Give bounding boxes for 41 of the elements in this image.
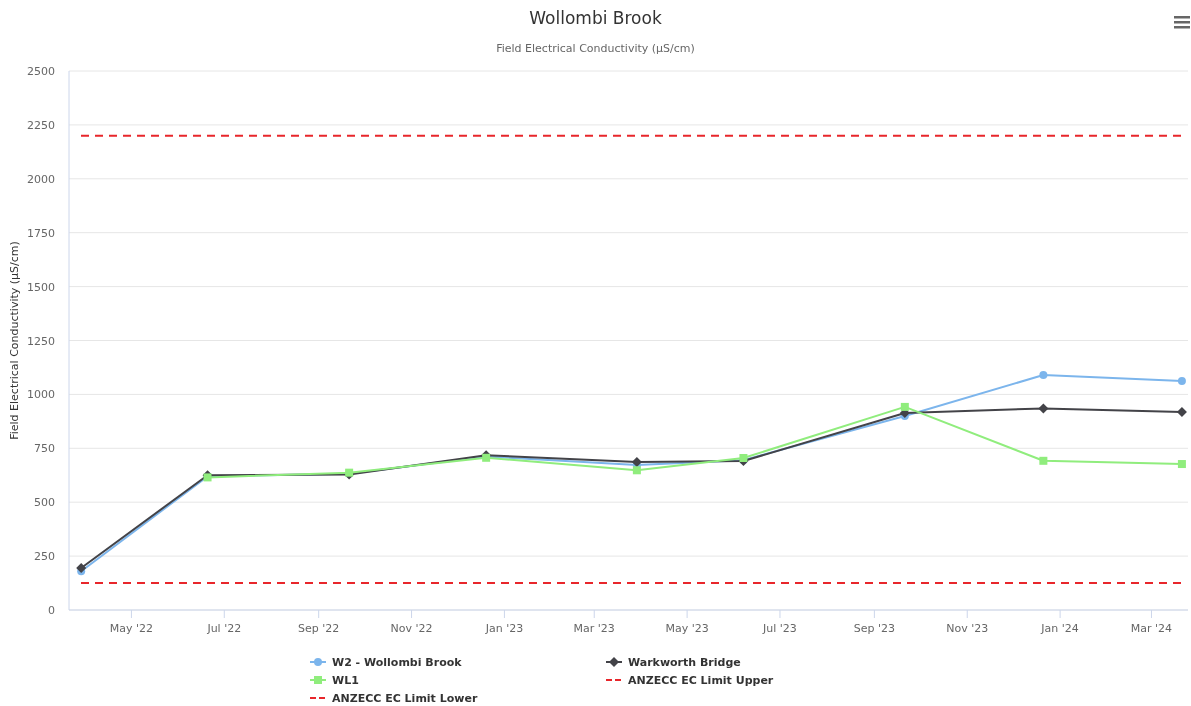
y-tick-label: 0: [48, 604, 55, 617]
legend-label: WL1: [332, 674, 359, 687]
point: [1177, 377, 1186, 386]
x-tick-label: Mar '24: [1130, 622, 1173, 635]
y-tick-label: 2000: [27, 172, 55, 186]
x-tick-label: Jan '24: [1040, 622, 1079, 635]
x-tick-label: Sep '22: [298, 622, 340, 635]
y-tick-label: 750: [34, 442, 55, 456]
x-tick-label: May '23: [665, 622, 709, 635]
point: [631, 457, 642, 468]
point: [1038, 403, 1049, 414]
point: [1177, 460, 1186, 469]
x-tick-label: Sep '23: [853, 622, 895, 635]
y-tick-label: 1500: [27, 280, 55, 294]
y-axis-title: Field Electrical Conductivity (µS/cm): [8, 241, 21, 440]
x-tick-label: May '22: [109, 622, 154, 635]
legend-label: W2 - Wollombi Brook: [332, 656, 463, 669]
point: [1176, 407, 1187, 418]
x-tick-label: Nov '23: [946, 622, 989, 635]
point: [76, 562, 87, 573]
y-tick-label: 1000: [27, 388, 55, 402]
y-tick-label: 250: [34, 550, 55, 564]
y-tick-label: 500: [34, 496, 55, 510]
point: [1039, 456, 1048, 465]
y-tick-label: 1750: [27, 226, 55, 240]
chart-title: Wollombi Brook: [529, 8, 662, 28]
x-tick-label: Jul '23: [762, 622, 797, 635]
point: [632, 466, 641, 475]
point: [900, 402, 909, 411]
legend-label: ANZECC EC Limit Upper: [628, 674, 774, 687]
chart-subtitle: Field Electrical Conductivity (µS/cm): [496, 42, 695, 55]
point: [1039, 371, 1048, 379]
x-tick-label: Jan '23: [484, 622, 524, 635]
legend-label: ANZECC EC Limit Lower: [332, 692, 478, 705]
legend-label: Warkworth Bridge: [628, 656, 741, 669]
y-tick-label: 2500: [27, 65, 55, 78]
x-tick-label: Mar '23: [573, 622, 615, 635]
y-tick-label: 2250: [27, 118, 55, 132]
x-tick-label: Jul '22: [206, 622, 242, 635]
y-tick-label: 1250: [27, 334, 55, 348]
x-tick-label: Nov '22: [390, 622, 433, 635]
